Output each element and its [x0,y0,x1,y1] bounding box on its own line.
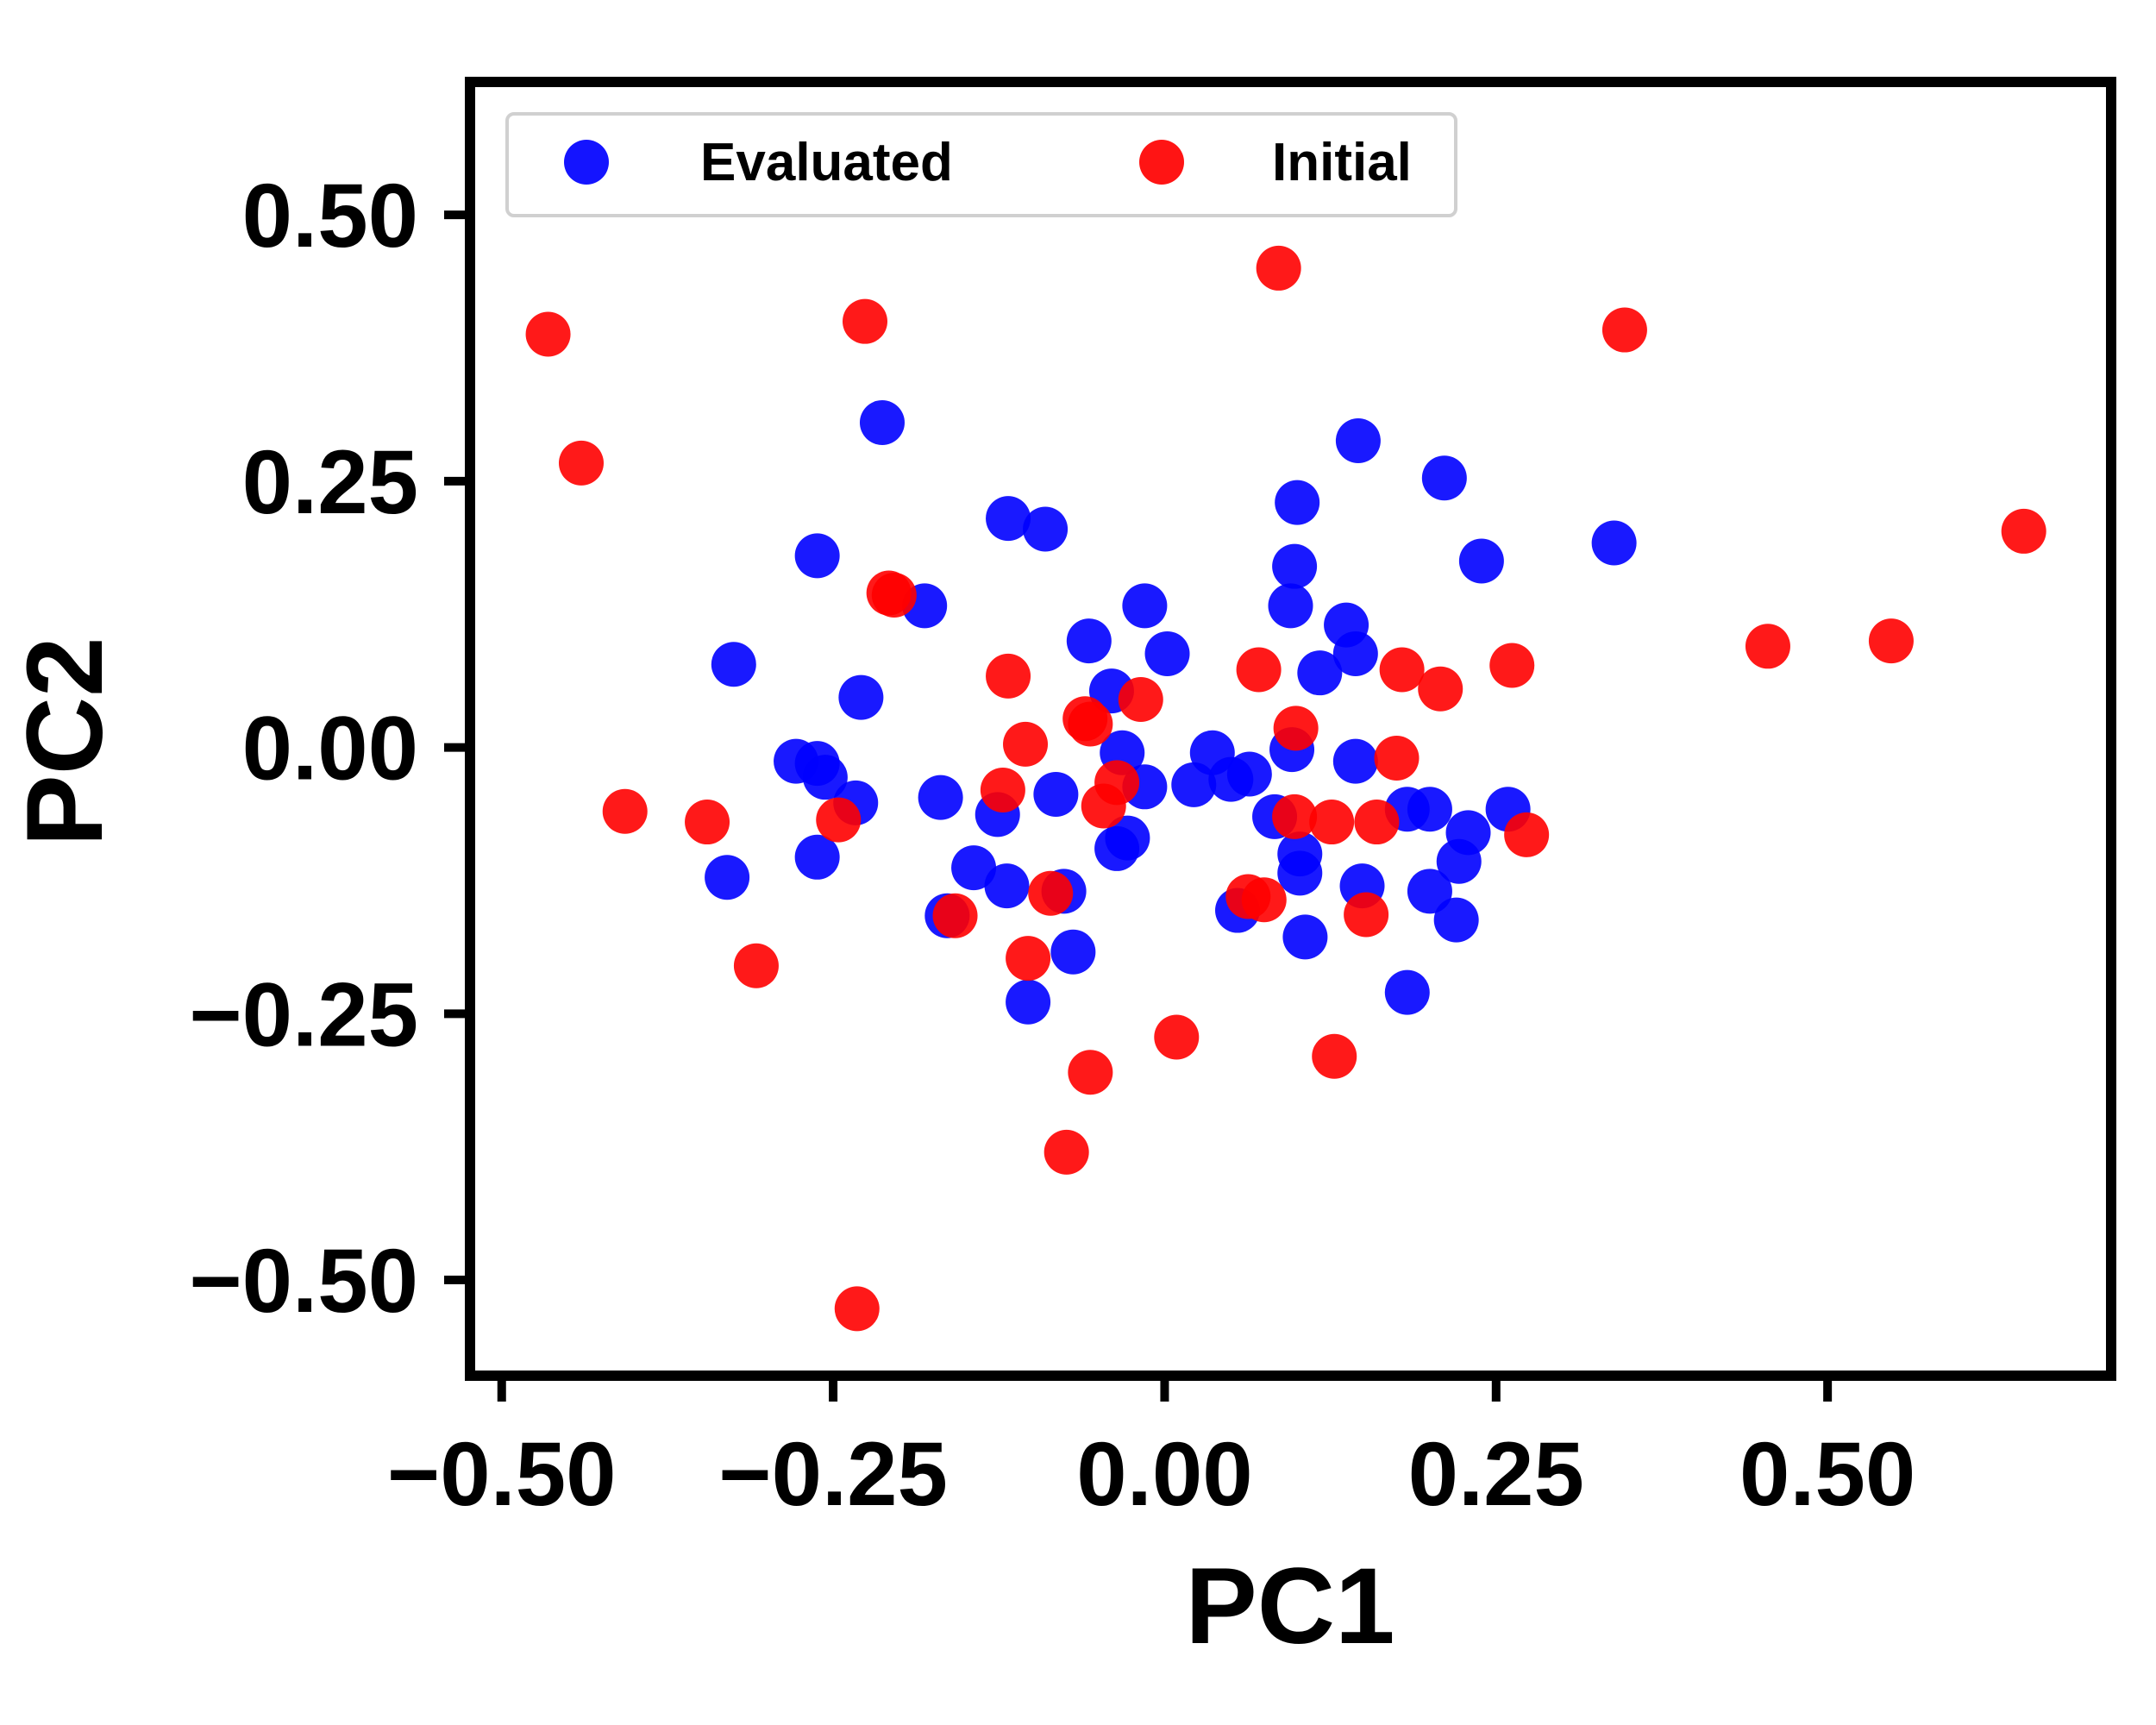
y-axis-label: PC2 [5,637,125,846]
initial-point [1344,892,1389,938]
legend-marker-evaluated [564,140,609,185]
legend-label-initial: Initial [1272,133,1412,192]
y-tick-label: 0.50 [242,166,418,267]
evaluated-point [1282,914,1328,960]
initial-point [1003,721,1049,767]
initial-point [842,298,887,344]
initial-point [1028,870,1074,916]
initial-point [1241,877,1287,923]
initial-point [1272,794,1318,839]
evaluated-point [984,863,1030,909]
initial-point [1489,643,1535,688]
initial-point [1309,800,1355,845]
evaluated-point [1332,738,1378,784]
evaluated-point [1335,417,1381,463]
evaluated-point [1297,650,1343,696]
legend-marker-initial [1139,140,1184,185]
initial-point [1312,1033,1357,1079]
evaluated-point [794,834,840,880]
evaluated-point [1433,897,1479,943]
initial-point [1068,1050,1113,1095]
x-axis-label: PC1 [1185,1546,1395,1666]
initial-point [871,573,917,618]
initial-point [1068,701,1113,747]
plot-frame [465,77,2116,1381]
evaluated-point [918,775,963,820]
evaluated-point [986,496,1031,542]
evaluated-point [859,399,905,445]
legend-label-evaluated: Evaluated [700,133,953,192]
initial-point [1044,1129,1089,1175]
initial-point [1745,624,1790,669]
evaluated-point [1272,543,1318,589]
evaluated-point [1421,455,1467,501]
initial-point [2001,508,2046,554]
evaluated-point [1275,480,1320,525]
initial-point [1154,1014,1200,1060]
initial-point [980,768,1025,813]
evaluated-point [1006,979,1051,1025]
initial-point [1601,307,1647,353]
x-tick-label: −0.25 [718,1424,948,1525]
initial-point [1868,618,1914,664]
evaluated-point [838,674,884,720]
legend: Evaluated Initial [505,112,1457,217]
initial-point [816,797,862,843]
initial-point [733,943,779,988]
initial-point [1374,735,1420,781]
y-tick-label: −0.50 [189,1231,418,1332]
initial-point [558,440,604,486]
initial-point [1006,936,1051,982]
initial-point [1379,647,1425,693]
evaluated-point [794,533,840,579]
y-tick-label: −0.25 [189,964,418,1065]
evaluated-point [705,855,750,900]
initial-point [685,800,730,845]
initial-point [932,893,978,938]
evaluated-point [1094,825,1140,871]
evaluated-point [951,845,997,891]
initial-point [1256,245,1301,291]
initial-point [1094,760,1140,806]
initial-point [1504,812,1550,857]
initial-point [1354,800,1400,845]
evaluated-point [1023,506,1069,552]
evaluated-point [1407,787,1452,832]
evaluated-point [1458,538,1504,584]
evaluated-point [802,755,848,800]
y-tick-label: 0.25 [242,432,418,533]
y-tick-label: 0.00 [242,699,418,800]
evaluated-point [711,642,756,687]
evaluated-point [1384,969,1430,1015]
initial-point [602,788,648,834]
evaluated-point [1144,630,1190,676]
initial-point [525,311,571,357]
axis-ticks: −0.50 −0.25 0.00 0.25 0.50 −0.50 −0.25 0.00 0.25… [189,166,1915,1525]
evaluated-point [1122,583,1168,629]
evaluated-point [1407,869,1452,914]
x-tick-label: 0.00 [1076,1424,1252,1525]
evaluated-point [1226,751,1272,797]
x-tick-label: 0.25 [1408,1424,1584,1525]
scatter-points [525,245,2046,1332]
initial-point [1273,706,1319,751]
evaluated-point [1066,618,1112,664]
evaluated-point [1332,630,1378,676]
evaluated-point [1033,771,1079,817]
x-tick-label: −0.50 [387,1424,617,1525]
evaluated-point [1591,520,1637,566]
initial-point [1118,677,1163,723]
evaluated-point [1277,850,1323,896]
legend-box [505,112,1457,217]
x-tick-label: 0.50 [1739,1424,1915,1525]
evaluated-point [1445,810,1491,856]
evaluated-point [1050,929,1096,975]
initial-point [1236,647,1282,693]
initial-point [1418,666,1463,712]
evaluated-point [1268,583,1313,629]
initial-point [986,653,1031,699]
initial-point [834,1286,880,1332]
